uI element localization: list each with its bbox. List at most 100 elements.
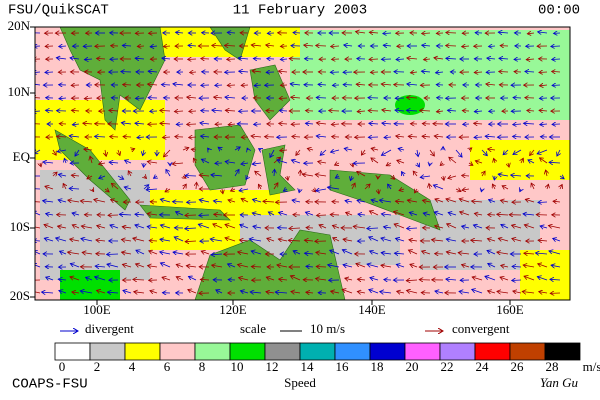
wind-arrow <box>231 189 236 191</box>
lon-label: 140E <box>358 302 386 317</box>
wind-arrow <box>317 215 327 216</box>
wind-arrow <box>397 160 405 163</box>
colorbar-label: 20 <box>406 359 419 374</box>
wind-arrow <box>498 238 509 241</box>
wind-arrow <box>524 253 535 254</box>
wind-arrow <box>266 111 275 112</box>
wind-arrow <box>131 149 135 150</box>
wind-arrow <box>267 238 275 241</box>
wind-arrow <box>501 225 509 229</box>
wind-arrow <box>176 124 184 125</box>
wind-arrow <box>162 277 171 280</box>
wind-arrow <box>422 251 431 254</box>
wind-arrow <box>71 175 80 176</box>
wind-arrow <box>316 267 327 268</box>
wind-arrow <box>315 174 327 176</box>
wind-arrow <box>188 45 197 46</box>
wind-arrow <box>239 240 249 241</box>
wind-arrow <box>531 183 534 190</box>
wind-arrow <box>99 176 106 179</box>
wind-arrow <box>279 111 288 112</box>
wind-arrow <box>107 254 119 255</box>
wind-arrow <box>255 171 262 177</box>
colorbar-swatch <box>299 342 336 361</box>
wind-arrow <box>306 292 314 293</box>
wind-arrow <box>364 184 370 190</box>
wind-arrow <box>546 170 547 177</box>
wind-arrow <box>84 59 93 60</box>
scale-label: scale <box>240 321 266 336</box>
wind-arrow <box>446 239 457 241</box>
wind-arrow <box>124 187 132 189</box>
wind-arrow <box>320 149 327 155</box>
wind-arrow <box>56 238 67 241</box>
wind-arrow <box>136 264 145 267</box>
wind-arrow <box>551 265 561 267</box>
wind-arrow <box>527 33 535 34</box>
wind-arrow <box>162 58 171 59</box>
wind-arrow <box>280 150 288 151</box>
wind-arrow <box>489 46 496 47</box>
colorbar: 0 2 4 6 8 10 12 14 16 18 20 22 24 26 28 m/s <box>54 342 600 374</box>
wind-arrow <box>35 97 41 98</box>
wind-arrow <box>440 163 443 166</box>
wind-arrow <box>148 266 158 267</box>
wind-arrow <box>434 136 444 137</box>
wind-arrow <box>58 200 67 202</box>
wind-arrow <box>43 162 54 163</box>
wind-arrow <box>160 239 171 241</box>
wind-arrow <box>201 159 210 164</box>
wind-arrow <box>213 201 223 202</box>
colorbar-swatch <box>404 342 441 361</box>
wind-arrow <box>540 124 548 125</box>
wind-arrow <box>369 59 379 60</box>
lat-label: EQ <box>13 149 31 164</box>
wind-arrow <box>522 292 535 294</box>
wind-arrow <box>472 289 483 294</box>
wind-arrow <box>528 160 535 163</box>
wind-arrow <box>471 240 483 241</box>
wind-arrow <box>482 171 485 177</box>
wind-arrow <box>512 280 522 281</box>
wind-arrow <box>216 290 223 293</box>
wind-arrow <box>253 199 262 202</box>
wind-arrow <box>174 111 184 112</box>
wind-arrow <box>225 110 236 111</box>
wind-arrow <box>268 212 275 215</box>
colorbar-label: 12 <box>266 359 279 374</box>
wind-arrow <box>238 58 249 59</box>
divergent-label: divergent <box>85 321 134 336</box>
wind-arrow <box>305 253 314 254</box>
wind-arrow <box>381 149 392 155</box>
wind-arrow <box>560 185 562 190</box>
date-title: 11 February 2003 <box>233 3 367 19</box>
wind-arrow <box>135 58 145 59</box>
wind-arrow <box>367 228 379 229</box>
wind-arrow <box>487 58 496 59</box>
wind-arrow <box>56 58 67 59</box>
wind-arrow <box>407 84 418 85</box>
wind-arrow <box>240 225 249 229</box>
wind-arrow <box>218 147 222 150</box>
wind-arrow <box>345 201 353 202</box>
wind-arrow <box>434 58 444 59</box>
wind-arrow <box>455 149 462 157</box>
wind-arrow <box>154 176 158 178</box>
wind-arrow <box>557 149 560 156</box>
wind-arrow <box>72 124 80 125</box>
wind-arrow <box>290 84 301 85</box>
wind-arrow <box>160 123 171 124</box>
wind-arrow <box>81 226 93 228</box>
wind-arrow <box>254 85 262 86</box>
wind-arrow <box>511 175 522 176</box>
wind-arrow <box>81 239 93 242</box>
wind-arrow <box>146 189 158 190</box>
wind-arrow <box>273 183 278 190</box>
wind-arrow <box>96 240 106 241</box>
colorbar-swatch <box>474 342 511 361</box>
scale-value: 10 m/s <box>310 321 345 336</box>
wind-arrow <box>278 239 288 241</box>
wind-arrow <box>512 266 522 267</box>
wind-arrow <box>165 189 171 192</box>
wind-arrow <box>211 175 223 176</box>
